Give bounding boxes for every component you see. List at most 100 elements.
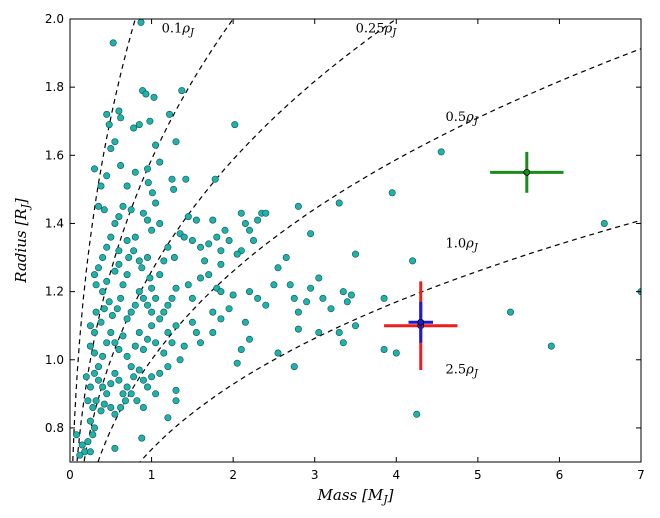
data-point-89 [201,257,209,265]
data-point-2 [103,110,111,118]
density-label-value-0: 0.1 [162,22,183,37]
data-point-106 [127,308,135,316]
data-point-204 [315,274,323,282]
data-point-56 [119,281,127,289]
data-point-52 [99,288,107,296]
density-curve-1 [76,19,234,462]
data-point-47 [103,243,111,251]
density-label-3: 1.0ρJ [445,236,478,253]
data-point-26 [148,189,156,197]
data-point-221 [294,325,302,333]
y-axis-label-word: Radius [ [12,220,30,284]
data-point-129 [135,328,143,336]
data-point-32 [231,121,239,129]
data-point-88 [217,247,225,255]
data-point-63 [146,274,154,282]
data-point-49 [95,264,103,272]
data-point-189 [241,318,249,326]
density-label-sub-3: J [472,242,479,253]
data-point-15 [172,138,180,146]
data-point-209 [347,291,355,299]
data-point-22 [123,182,131,190]
data-point-181 [73,431,81,439]
data-point-141 [197,339,205,347]
x-tick-label-1: 1 [148,468,156,482]
data-point-187 [217,315,225,323]
data-point-154 [107,380,115,388]
density-label-sub-0: J [188,28,195,39]
data-point-44 [123,237,131,245]
y-axis-label-close: ] [12,198,30,205]
data-point-219 [339,339,347,347]
data-point-10 [150,93,158,101]
data-point-182 [76,451,84,459]
data-point-233 [164,414,172,422]
data-point-108 [117,294,125,302]
planet-green-marker [523,168,531,176]
data-point-224 [315,328,323,336]
data-point-17 [117,162,125,170]
data-point-77 [221,226,229,234]
data-point-67 [160,257,168,265]
data-point-119 [95,363,103,371]
data-point-218 [335,328,343,336]
data-point-235 [229,291,237,299]
data-point-120 [99,352,107,360]
data-point-28 [168,175,176,183]
data-point-210 [294,202,302,210]
data-point-157 [95,376,103,384]
data-point-97 [168,294,176,302]
data-point-115 [91,328,99,336]
density-label-4: 2.5ρJ [445,362,478,379]
data-point-14 [152,141,160,149]
data-point-152 [115,376,123,384]
data-point-206 [327,305,335,313]
data-point-228 [547,342,555,350]
data-point-71 [180,233,188,241]
data-point-4 [117,114,125,122]
data-point-175 [89,431,97,439]
data-point-43 [131,233,139,241]
data-point-158 [91,369,99,377]
data-point-122 [107,328,115,336]
data-point-165 [100,400,108,408]
data-point-18 [107,145,115,153]
data-point-205 [319,294,327,302]
data-point-145 [148,373,156,381]
data-point-193 [246,288,254,296]
data-point-133 [152,339,160,347]
data-point-153 [111,369,119,377]
data-point-185 [172,397,180,405]
data-point-38 [127,206,135,214]
data-point-105 [131,301,139,309]
data-point-101 [148,308,156,316]
data-point-110 [108,311,116,319]
data-point-118 [91,349,99,357]
data-point-73 [197,243,205,251]
data-point-196 [270,281,278,289]
data-point-223 [290,363,298,371]
data-point-239 [217,260,225,268]
data-point-190 [246,335,254,343]
data-point-177 [84,438,92,446]
data-point-162 [89,403,97,411]
data-point-27 [156,158,164,166]
data-point-121 [103,339,111,347]
data-point-217 [409,257,417,265]
density-label-value-2: 0.5 [445,110,466,125]
data-point-59 [130,247,138,255]
axis-ticks: 0 1 2 3 4 5 6 7 0.8 1.0 1.2 1.4 1.6 1.8 2.0 [45,12,645,482]
data-point-30 [182,175,190,183]
data-point-125 [119,332,127,340]
planet-green [490,151,564,193]
data-point-62 [144,254,152,262]
data-point-222 [274,349,282,357]
x-axis-label-unit: M [367,486,384,504]
data-point-149 [130,373,138,381]
data-point-46 [107,233,115,241]
data-point-72 [188,237,196,245]
x-tick-label-6: 6 [556,468,564,482]
data-point-155 [103,390,111,398]
data-point-195 [262,301,270,309]
